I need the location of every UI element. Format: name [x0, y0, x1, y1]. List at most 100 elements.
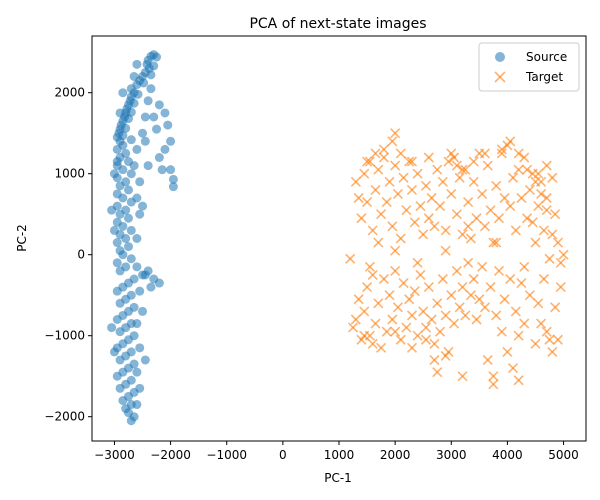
source-point — [123, 185, 133, 195]
series-target — [345, 128, 569, 390]
target-point — [474, 294, 485, 305]
target-point — [395, 334, 406, 345]
source-point — [107, 323, 117, 333]
target-point — [538, 225, 549, 236]
target-point — [395, 233, 406, 244]
target-point — [468, 156, 479, 167]
target-point — [345, 253, 356, 264]
target-point — [440, 245, 451, 256]
target-point — [513, 330, 524, 341]
target-point — [496, 148, 507, 159]
target-point — [378, 152, 389, 163]
source-point — [149, 112, 159, 122]
source-point — [138, 306, 148, 316]
target-point — [378, 144, 389, 155]
target-point — [519, 318, 530, 329]
source-point — [135, 209, 145, 219]
target-point — [362, 282, 373, 293]
legend-source-marker — [495, 52, 505, 62]
target-point — [541, 205, 552, 216]
source-point — [107, 205, 117, 215]
target-point — [384, 290, 395, 301]
target-point — [457, 371, 468, 382]
target-point — [479, 221, 491, 232]
target-point — [505, 136, 516, 147]
source-point — [157, 165, 167, 175]
target-point — [370, 318, 381, 329]
target-point — [412, 330, 423, 341]
target-point — [521, 164, 533, 175]
target-point — [502, 346, 513, 357]
target-point — [432, 367, 443, 378]
target-point — [555, 257, 566, 268]
source-point — [135, 343, 145, 353]
source-point — [112, 371, 122, 381]
target-point — [423, 152, 434, 163]
target-point — [440, 225, 451, 236]
target-point — [491, 237, 502, 248]
source-point — [126, 254, 136, 264]
source-point — [129, 161, 139, 171]
target-point — [370, 184, 381, 195]
source-point — [109, 347, 119, 357]
target-point — [401, 205, 412, 216]
target-point — [423, 213, 434, 224]
source-point — [123, 242, 133, 252]
target-point — [426, 192, 437, 204]
x-tick-label: 5000 — [548, 448, 579, 462]
target-point — [482, 354, 493, 366]
y-tick-label: 1000 — [54, 167, 85, 181]
source-point — [126, 84, 136, 94]
target-point — [510, 306, 521, 317]
target-point — [550, 302, 561, 313]
target-point — [387, 221, 398, 232]
target-point — [533, 298, 544, 309]
points-layer — [107, 50, 569, 426]
source-point — [160, 144, 170, 154]
target-point — [409, 286, 420, 297]
target-point — [359, 330, 370, 341]
target-point — [437, 176, 448, 187]
source-point — [118, 88, 128, 98]
target-point — [491, 180, 502, 191]
target-point — [362, 196, 373, 208]
source-point — [140, 270, 150, 280]
target-point — [347, 322, 359, 333]
target-point — [547, 346, 558, 357]
target-point — [477, 188, 488, 200]
target-point — [449, 318, 460, 329]
target-point — [406, 310, 418, 321]
target-point — [398, 172, 409, 183]
target-point — [519, 152, 530, 163]
target-point — [471, 314, 482, 325]
target-point — [493, 265, 505, 276]
target-point — [378, 273, 389, 285]
target-point — [454, 172, 465, 183]
y-tick-label: 0 — [77, 248, 85, 262]
target-point — [527, 217, 538, 228]
target-point — [432, 298, 443, 309]
source-point — [154, 278, 164, 288]
target-point — [457, 164, 468, 175]
target-point — [530, 176, 541, 187]
target-point — [350, 176, 361, 187]
source-point — [112, 315, 122, 324]
target-point — [463, 196, 474, 208]
legend-source-label: Source — [526, 50, 567, 64]
target-point — [387, 314, 398, 325]
target-point — [359, 306, 370, 317]
target-point — [541, 192, 552, 204]
source-point — [112, 238, 122, 248]
target-point — [552, 334, 563, 345]
target-point — [392, 302, 404, 313]
source-point — [132, 144, 142, 154]
chart-title: PCA of next-state images — [249, 16, 426, 32]
target-point — [460, 310, 471, 321]
source-point — [154, 100, 164, 110]
source-point — [154, 153, 164, 162]
target-point — [420, 180, 432, 191]
legend: Source Target — [478, 42, 580, 92]
target-point — [496, 144, 507, 155]
target-point — [488, 371, 499, 382]
target-point — [536, 318, 547, 329]
